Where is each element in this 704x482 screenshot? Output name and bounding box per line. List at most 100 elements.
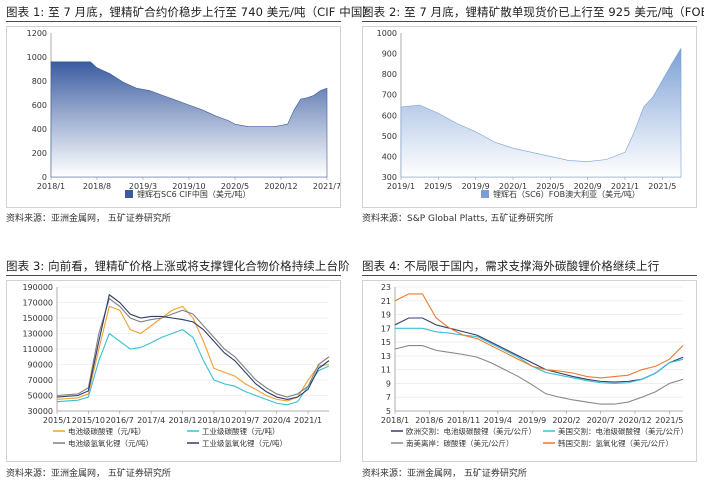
y-tick-label: 400 xyxy=(32,125,47,134)
x-tick-label: 2020/4 xyxy=(263,416,291,425)
x-tick-label: 2020/7 xyxy=(587,416,615,425)
x-tick-label: 2019/9 xyxy=(518,416,546,425)
y-tick-label: 500 xyxy=(382,132,397,141)
y-tick-label: 11 xyxy=(381,366,391,375)
line-series xyxy=(56,297,330,398)
line-series xyxy=(394,317,684,383)
chart-svg: 300 400 500 600 700 800 900 1000 2019/1 2019/5 201… xyxy=(377,29,682,199)
y-tick-label: 15 xyxy=(381,338,391,347)
legend-label: 韩国交割：氢氧化锂（美元/公斤） xyxy=(558,438,673,448)
y-tick-label: 17 xyxy=(381,324,391,333)
y-tick-label: 13 xyxy=(381,352,391,361)
chart-title: 图表 2: 至 7 月底，锂精矿散单现货价已上行至 925 美元/吨（FOB） xyxy=(362,5,704,19)
x-tick-label: 2018/8 xyxy=(83,182,111,191)
title-divider xyxy=(362,21,697,22)
x-tick-label: 2018/1 xyxy=(168,416,196,425)
y-tick-label: 1000 xyxy=(27,53,47,62)
x-tick-label: 2019/7 xyxy=(231,416,259,425)
legend-label: 电池级碳酸锂（元/吨） xyxy=(68,426,146,436)
chart-frame: 300 400 500 600 700 800 900 1000 2019/1 2019/5 201… xyxy=(362,26,697,208)
line-series xyxy=(395,327,684,384)
chart-frame: 5 7 9 11 13 15 17 19 21 23 2018/1 2018/6 2018/11 2019… xyxy=(362,280,697,462)
legend-label: 锂辉石（SC6）FOB澳大利亚（美元/吨） xyxy=(493,189,640,199)
chart-svg: 0 200 400 600 800 1000 1200 2018/1 2018/8 2019/3 2… xyxy=(27,29,341,199)
x-tick-label: 2019/1 xyxy=(387,182,415,191)
legend-swatch xyxy=(125,190,133,198)
area-series xyxy=(50,61,328,178)
x-tick-label: 2018/1 xyxy=(381,416,409,425)
legend-label: 工业级碳酸锂（元/吨） xyxy=(202,426,280,436)
x-tick-label: 2019/4 xyxy=(484,416,512,425)
source-note: 资料来源：亚洲金属网， 五矿证券研究所 xyxy=(6,214,171,224)
legend-label: 电池级氢氧化锂（元/吨） xyxy=(68,438,153,448)
y-tick-label: 170000 xyxy=(22,299,53,308)
chart-panel-3: 图表 3: 向前看，锂精矿价格上涨或将支撑锂化合物价格持续上台阶 30000 50… xyxy=(6,258,350,480)
legend-label: 欧洲交割：电池级碳酸锂（美元/公斤） xyxy=(406,426,536,436)
source-note: 资料来源：S&P Global Platts, 五矿证券研究所 xyxy=(362,214,554,224)
x-tick-label: 2021/7 xyxy=(313,182,340,191)
line-series xyxy=(56,329,330,406)
y-tick-label: 1200 xyxy=(27,29,47,38)
y-tick-label: 130000 xyxy=(22,330,53,339)
y-tick-label: 19 xyxy=(381,311,391,320)
chart-frame: 30000 50000 70000 90000 110000 130000 150000 17… xyxy=(6,280,341,462)
chart-frame: 0 200 400 600 800 1000 1200 2018/1 2018/8 2019/3 2… xyxy=(6,26,341,208)
chart-title: 图表 4: 不局限于国内，需求支撑海外碳酸锂价格继续上行 xyxy=(362,259,660,273)
x-tick-label: 2021/5 xyxy=(648,182,676,191)
chart-panel-1: 图表 1: 至 7 月底，锂精矿合约价稳步上行至 740 美元/吨（CIF 中国… xyxy=(6,4,374,228)
chart-panel-2: 图表 2: 至 7 月底，锂精矿散单现货价已上行至 925 美元/吨（FOB） … xyxy=(362,4,704,228)
legend-label: 锂辉石SC6 CIF中国（美元/吨） xyxy=(137,189,251,199)
y-tick-label: 21 xyxy=(381,297,391,306)
area-series xyxy=(400,47,682,178)
y-tick-label: 600 xyxy=(32,101,47,110)
title-divider xyxy=(6,21,341,22)
x-tick-label: 2021/1 xyxy=(294,416,322,425)
line-series xyxy=(394,345,684,405)
x-tick-label: 2016/7 xyxy=(106,416,134,425)
source-note: 资料来源：亚洲金属网， 五矿证券研究所 xyxy=(6,469,171,479)
x-tick-label: 2015/1 xyxy=(43,416,71,425)
y-tick-label: 0 xyxy=(42,173,47,182)
y-tick-label: 700 xyxy=(382,91,397,100)
legend-swatch xyxy=(481,190,489,198)
y-tick-label: 300 xyxy=(382,173,397,182)
y-tick-label: 90000 xyxy=(28,361,53,370)
y-tick-label: 110000 xyxy=(22,345,53,354)
x-tick-label: 2017/4 xyxy=(137,416,165,425)
x-tick-label: 2020/9 xyxy=(574,182,602,191)
legend-label: 南美离岸：碳酸锂（美元/公斤） xyxy=(406,438,514,448)
x-tick-label: 2021/1 xyxy=(611,182,639,191)
title-divider xyxy=(362,275,697,276)
x-tick-label: 2018/1 xyxy=(37,182,65,191)
chart-svg: 30000 50000 70000 90000 110000 130000 150000 17… xyxy=(22,283,330,448)
y-tick-label: 30000 xyxy=(28,407,53,416)
x-tick-label: 2020/12 xyxy=(618,416,651,425)
x-tick-label: 2018/11 xyxy=(447,416,480,425)
x-tick-label: 2015/10 xyxy=(72,416,105,425)
y-tick-label: 190000 xyxy=(22,283,53,292)
line-series xyxy=(394,293,684,379)
source-note: 资料来源：亚洲金属网， 五矿证券研究所 xyxy=(362,469,527,479)
y-tick-label: 70000 xyxy=(28,376,53,385)
chart-title: 图表 3: 向前看，锂精矿价格上涨或将支撑锂化合物价格持续上台阶 xyxy=(6,259,350,273)
line-series xyxy=(56,305,330,402)
y-tick-label: 200 xyxy=(32,149,47,158)
y-tick-label: 50000 xyxy=(28,392,53,401)
chart-panel-4: 图表 4: 不局限于国内，需求支撑海外碳酸锂价格继续上行 5 7 9 11 13 15 17… xyxy=(362,258,697,480)
legend-label: 美国交割：电池级碳酸锂（美元/公斤） xyxy=(558,426,688,436)
y-tick-label: 7 xyxy=(386,393,391,402)
y-tick-label: 5 xyxy=(386,407,391,416)
chart-title: 图表 1: 至 7 月底，锂精矿合约价稳步上行至 740 美元/吨（CIF 中国… xyxy=(6,5,375,19)
x-tick-label: 2018/6 xyxy=(415,416,443,425)
y-tick-label: 600 xyxy=(382,111,397,120)
y-tick-label: 800 xyxy=(382,70,397,79)
x-tick-label: 2018/10 xyxy=(197,416,230,425)
x-tick-label: 2019/9 xyxy=(462,182,490,191)
x-tick-label: 2019/10 xyxy=(172,182,205,191)
y-tick-label: 150000 xyxy=(22,314,53,323)
x-tick-label: 2021/5 xyxy=(655,416,683,425)
chart-svg: 5 7 9 11 13 15 17 19 21 23 2018/1 2018/6 2018/11 2019… xyxy=(381,283,688,448)
x-tick-label: 2020/1 xyxy=(499,182,527,191)
y-tick-label: 9 xyxy=(386,379,391,388)
y-tick-label: 23 xyxy=(381,283,391,292)
